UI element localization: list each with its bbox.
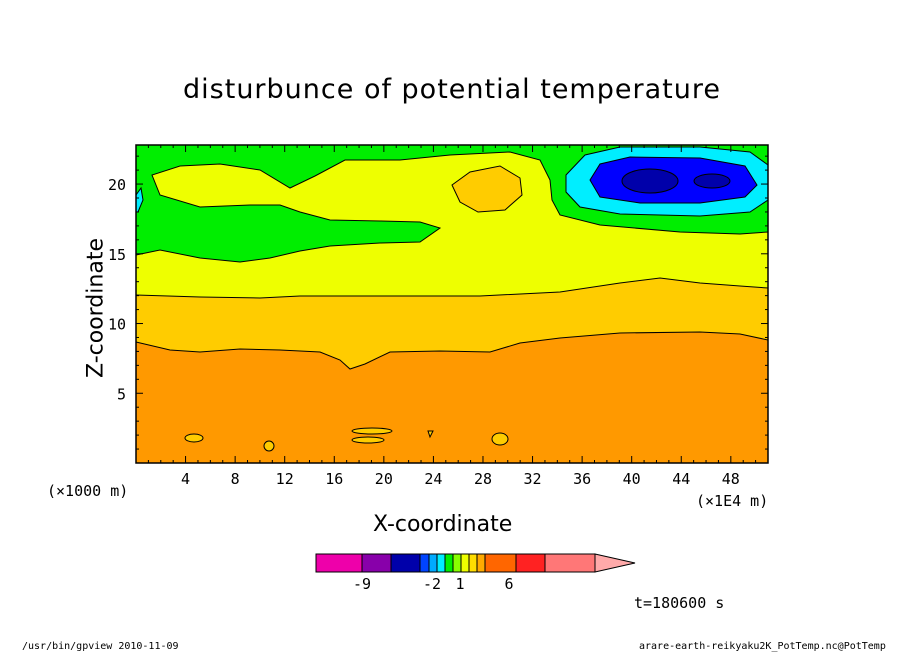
region-darkblue-left [621,168,679,194]
colorbar-segment [452,553,462,573]
x-tick-label: 28 [474,470,492,488]
colorbar-segment [484,553,517,573]
colorbar-label: 1 [455,575,464,593]
contour-fill [135,145,769,464]
colorbar-label: -9 [353,575,371,593]
x-tick-label: 12 [276,470,294,488]
y-tick-label: 10 [108,316,126,334]
colorbar-segment [390,553,421,573]
x-tick-label: 20 [375,470,393,488]
y-tick-label: 20 [108,176,126,194]
region-orange [135,331,769,464]
colorbar-segment [419,553,430,573]
region-darkblue-right [693,173,731,189]
region-small-blob [351,427,393,435]
colorbar-label: -2 [423,575,441,593]
x-tick-label: 8 [231,470,240,488]
colorbar-label: 6 [504,575,513,593]
x-tick-label: 16 [325,470,343,488]
x-tick-label: 36 [573,470,591,488]
colorbar-segment [361,553,392,573]
footer-command-info: /usr/bin/gpview 2010-11-09 [22,641,179,652]
colorbar-segment [444,553,454,573]
colorbar-segment [460,553,470,573]
colorbar: -9 -2 1 6 [315,553,636,593]
region-small-blob [491,432,509,446]
x-tick-label: 24 [424,470,442,488]
colorbar-segment [515,553,546,573]
x-tick-label: 32 [524,470,542,488]
colorbar-segment [544,553,596,573]
time-label: t=180600 s [634,594,725,612]
x-unit-right-label: (×1E4 m) [696,492,769,510]
colorbar-segment [468,553,478,573]
x-tick-label: 48 [722,470,740,488]
region-small-blob [184,433,204,443]
colorbar-segment [436,553,446,573]
x-tick-label: 40 [623,470,641,488]
plot-frame [135,144,769,464]
x-unit-left-label: (×1000 m) [47,482,129,500]
region-small-blob [427,430,434,439]
chart-title: disturbunce of potential temperature [183,74,721,105]
x-axis-label: X-coordinate [373,512,513,537]
colorbar-segment [476,553,486,573]
region-small-blob [263,440,275,452]
y-tick-label: 5 [117,385,126,403]
footer-file-info: arare-earth-reikyaku2K_PotTemp.nc@PotTem… [639,641,886,652]
region-gold-blob [451,165,523,213]
x-tick-label: 44 [672,470,690,488]
x-tick-label: 4 [181,470,190,488]
colorbar-extend-arrow [594,553,636,573]
colorbar-segment [315,553,363,573]
y-tick-label: 15 [108,246,126,264]
y-axis-label: Z-coordinate [83,238,109,378]
region-small-blob [351,436,385,444]
colorbar-segment [428,553,438,573]
